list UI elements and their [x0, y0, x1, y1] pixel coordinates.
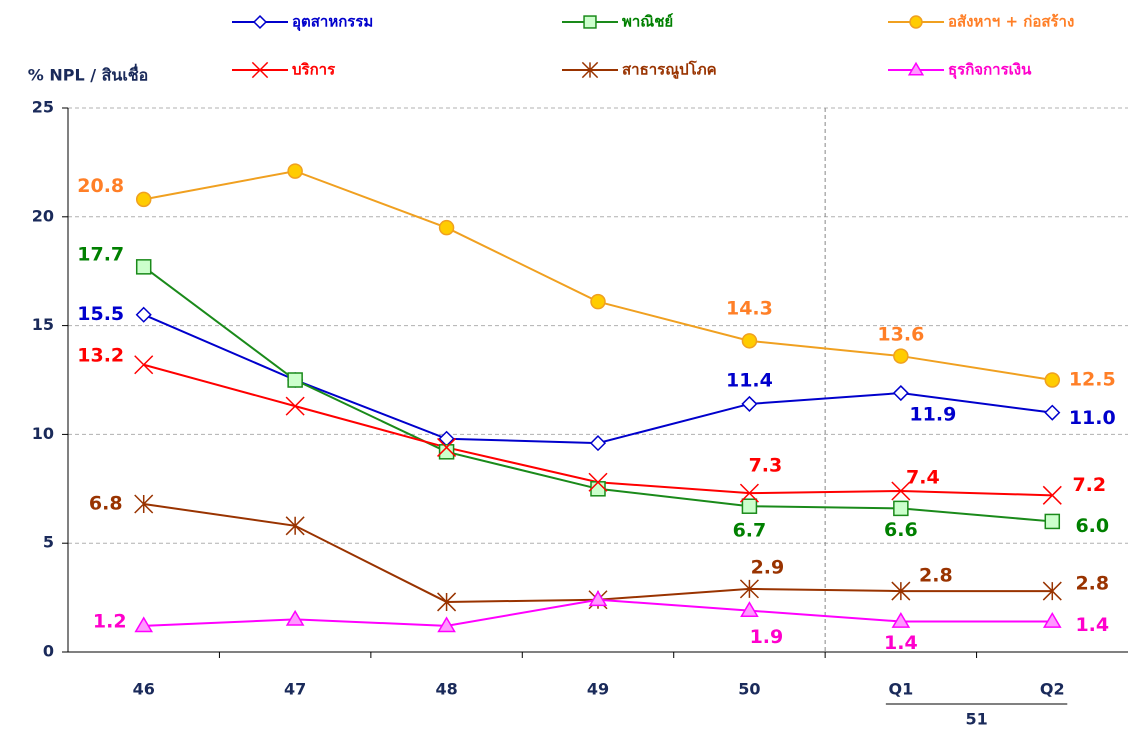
data-label: 2.9	[751, 556, 785, 578]
data-point	[892, 384, 909, 402]
legend-label: อุตสาหกรรม	[292, 13, 373, 32]
data-point	[1042, 581, 1062, 601]
data-point	[287, 372, 303, 388]
y-tick-label: 20	[32, 206, 54, 225]
legend-label: บริการ	[292, 61, 336, 79]
data-point	[588, 472, 608, 492]
x-tick-label: 46	[133, 680, 155, 699]
data-point	[740, 601, 759, 618]
data-point	[437, 437, 457, 457]
data-label: 20.8	[77, 175, 124, 197]
x-tick-label: 49	[587, 680, 609, 699]
legend-label: ธุรกิจการเงิน	[948, 61, 1032, 80]
data-point	[1042, 612, 1062, 628]
data-label: 13.2	[77, 344, 124, 366]
data-label: 6.8	[89, 493, 123, 515]
data-label: 7.4	[906, 466, 940, 488]
data-label: 13.6	[877, 324, 924, 346]
data-point	[741, 333, 758, 349]
data-point	[134, 355, 154, 375]
data-point	[135, 306, 152, 323]
legend-marker	[252, 14, 268, 30]
data-label: 12.5	[1069, 369, 1116, 391]
legend-marker	[581, 61, 599, 79]
legend-label: อสังหาฯ + ก่อสร้าง	[948, 13, 1074, 31]
x-tick-label: Q1	[888, 680, 913, 699]
group-label: 51	[965, 710, 987, 729]
data-point	[134, 616, 154, 633]
data-point	[590, 481, 606, 497]
data-point	[438, 430, 455, 447]
legend-marker	[583, 15, 597, 29]
data-label: 6.6	[884, 519, 918, 541]
data-point	[135, 259, 152, 275]
data-point	[134, 494, 154, 514]
data-label: 11.4	[726, 369, 773, 391]
y-tick-label: 10	[32, 424, 54, 443]
data-label: 6.0	[1075, 515, 1109, 537]
data-point	[588, 590, 608, 607]
data-point	[437, 616, 456, 633]
data-point	[1044, 513, 1061, 530]
data-label: 1.4	[1075, 614, 1109, 636]
data-point	[285, 396, 305, 416]
y-tick-label: 25	[32, 98, 54, 117]
data-point	[741, 395, 758, 412]
data-point	[437, 592, 457, 612]
data-label: 1.4	[884, 632, 918, 654]
data-point	[1044, 404, 1061, 421]
data-label: 7.2	[1072, 474, 1106, 496]
data-point	[438, 444, 455, 460]
y-axis-label: % NPL / สินเชื่อ	[28, 64, 149, 85]
y-tick-label: 5	[43, 533, 54, 552]
data-point	[741, 498, 758, 514]
y-tick-label: 0	[43, 642, 54, 661]
legend-label: สาธารณูปโภค	[622, 60, 717, 80]
data-point	[739, 483, 759, 503]
legend-marker	[909, 15, 923, 29]
legend-label: พาณิชย์	[622, 13, 673, 31]
legend-marker	[251, 61, 269, 79]
data-label: 1.2	[93, 610, 127, 632]
data-label: 1.9	[750, 626, 784, 648]
data-point	[438, 219, 455, 236]
data-label: 14.3	[726, 297, 773, 319]
data-point	[893, 500, 909, 517]
data-point	[285, 609, 305, 626]
data-point	[590, 293, 606, 310]
data-label: 7.3	[749, 455, 783, 477]
data-point	[891, 612, 911, 628]
x-tick-label: 48	[435, 680, 457, 699]
data-label: 17.7	[77, 243, 124, 265]
series-line	[143, 170, 1053, 381]
data-point	[1044, 372, 1061, 388]
data-point	[893, 348, 909, 364]
x-tick-label: 47	[284, 680, 306, 699]
data-label: 2.8	[919, 565, 953, 587]
data-point	[739, 579, 759, 599]
data-point	[891, 481, 911, 501]
data-point	[287, 163, 303, 179]
x-tick-label: Q2	[1040, 680, 1065, 699]
data-label: 11.9	[909, 404, 956, 426]
data-label: 6.7	[733, 520, 767, 542]
data-label: 11.0	[1069, 407, 1116, 429]
data-point	[285, 516, 305, 536]
data-label: 15.5	[77, 303, 124, 325]
data-point	[891, 581, 911, 601]
y-tick-label: 15	[32, 315, 54, 334]
data-point	[135, 191, 152, 208]
data-label: 2.8	[1075, 573, 1109, 595]
legend-marker	[907, 61, 925, 76]
data-point	[1042, 485, 1062, 505]
data-point	[589, 435, 607, 452]
x-tick-label: 50	[738, 680, 760, 699]
